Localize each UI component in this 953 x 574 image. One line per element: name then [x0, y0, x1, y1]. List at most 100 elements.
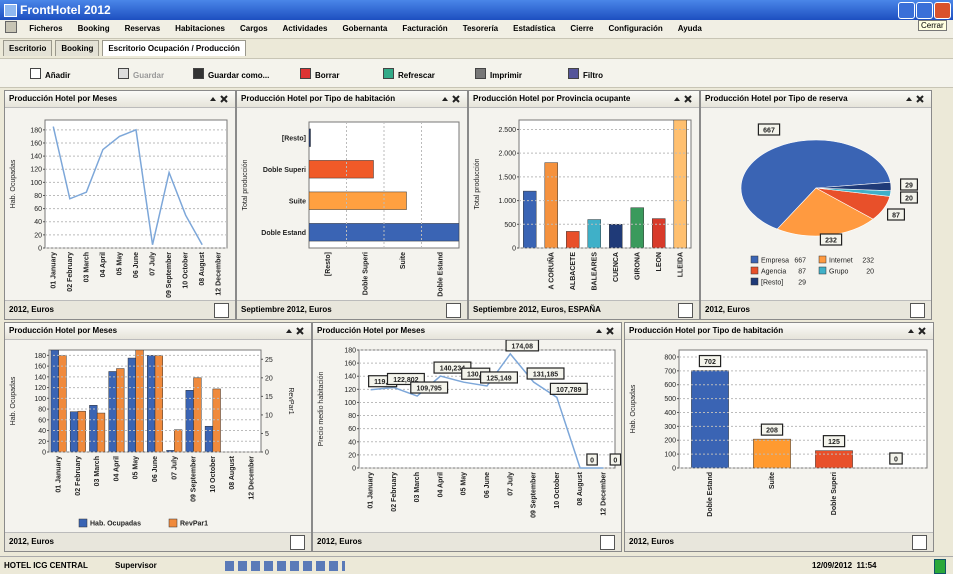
- bars: [691, 370, 853, 468]
- bar: [89, 405, 98, 452]
- data-label: 0: [613, 458, 617, 465]
- x-tick-label: 04 April: [437, 472, 444, 497]
- menu-item[interactable]: Cierre: [570, 24, 594, 33]
- panel-footer: Septiembre 2012, Euros, ESPAÑA: [469, 300, 699, 319]
- toolbar-button[interactable]: Guardar: [118, 68, 164, 81]
- panel-tool-button[interactable]: [290, 535, 305, 550]
- data-label-box: [889, 452, 903, 465]
- menu-item[interactable]: Habitaciones: [175, 24, 225, 33]
- y-tick-label: 180: [34, 353, 46, 360]
- data-label-box: [900, 178, 919, 191]
- tab[interactable]: Escritorio: [3, 40, 53, 56]
- toolbar-button[interactable]: Añadir: [30, 68, 70, 81]
- panel-footer: 2012, Euros: [5, 532, 311, 551]
- chart: Hab. Ocupadas02040608010012014016018001 …: [10, 349, 294, 528]
- panel-controls: [674, 95, 692, 103]
- bar: [691, 370, 729, 468]
- close-button[interactable]: [916, 95, 924, 103]
- menu-item[interactable]: Ayuda: [677, 24, 702, 33]
- data-label-box: [609, 453, 621, 466]
- panel-tool-button[interactable]: [678, 303, 693, 318]
- y-tick-label: 500: [504, 222, 516, 229]
- y-tick-label: 60: [34, 206, 42, 213]
- axis-title: Hab. Ocupadas: [10, 159, 17, 208]
- panel-title: Producción Hotel por Meses: [9, 94, 118, 103]
- data-label: 702: [704, 359, 716, 366]
- close-button[interactable]: [220, 95, 228, 103]
- panel-tool-button[interactable]: [214, 303, 229, 318]
- menu-item[interactable]: Cargos: [239, 24, 268, 33]
- close-button[interactable]: [934, 2, 951, 19]
- panel-tool-button[interactable]: [446, 303, 461, 318]
- x-tick-label: 04 April: [100, 252, 107, 277]
- panel-footer-text: 2012, Euros: [9, 305, 54, 314]
- x-tick-label: 07 July: [507, 472, 514, 496]
- panel-footer-text: 2012, Euros: [629, 537, 674, 546]
- menu-item[interactable]: Ficheros: [29, 24, 63, 33]
- bar: [116, 368, 125, 452]
- bar: [309, 160, 374, 179]
- axis-title: Hab. Ocupadas: [10, 376, 17, 425]
- y-tick-label: 25: [265, 357, 273, 364]
- menu-item[interactable]: Gobernanta: [342, 24, 388, 33]
- toolbar-button[interactable]: Borrar: [300, 68, 339, 81]
- chart-panel: Producción Hotel por Tipo de reserva 667 E…: [700, 90, 932, 320]
- collapse-button[interactable]: [210, 97, 216, 101]
- collapse-button[interactable]: [596, 329, 602, 333]
- menu-item[interactable]: Estadística: [513, 24, 556, 33]
- data-label: 125: [828, 439, 840, 446]
- collapse-button[interactable]: [442, 97, 448, 101]
- tab[interactable]: Escritorio Ocupación / Producción: [102, 40, 246, 56]
- close-button[interactable]: [606, 327, 614, 335]
- collapse-button[interactable]: [906, 97, 912, 101]
- y-tick-label: 140: [344, 374, 356, 381]
- collapse-button[interactable]: [674, 97, 680, 101]
- legend-swatch: [818, 255, 827, 264]
- panel-tool-button[interactable]: [910, 303, 925, 318]
- y-tick-label: 80: [38, 407, 46, 414]
- menu-item[interactable]: Reservas: [124, 24, 161, 33]
- maximize-button[interactable]: [916, 2, 933, 19]
- toolbar-label: Guardar: [133, 71, 165, 80]
- y-tick-label: 80: [348, 413, 356, 420]
- chart-panel: Producción Hotel por Provincia ocupante T…: [468, 90, 700, 320]
- bar: [673, 120, 687, 248]
- menu-item[interactable]: Actividades: [282, 24, 328, 33]
- x-tick-label: 07 July: [171, 456, 178, 480]
- data-label-box: [549, 382, 588, 395]
- close-button[interactable]: [452, 95, 460, 103]
- panel-tool-button[interactable]: [912, 535, 927, 550]
- toolbar-button[interactable]: Guardar como...: [193, 68, 269, 81]
- collapse-button[interactable]: [286, 329, 292, 333]
- toolbar-icon: [475, 68, 486, 79]
- y-tick-label: 120: [30, 167, 42, 174]
- legend-label: [Resto]: [761, 280, 783, 287]
- close-button[interactable]: [918, 327, 926, 335]
- y-tick-label: 300: [664, 424, 676, 431]
- bar: [609, 224, 623, 248]
- panel-footer-text: Septiembre 2012, Euros: [241, 305, 332, 314]
- x-tick-label: 03 March: [83, 252, 90, 282]
- y-tick-label: 40: [38, 428, 46, 435]
- menu-item[interactable]: Tesorería: [462, 24, 499, 33]
- minimize-button[interactable]: [898, 2, 915, 19]
- menu-item[interactable]: Facturación: [402, 24, 448, 33]
- close-button[interactable]: [296, 327, 304, 335]
- toolbar-button[interactable]: Imprimir: [475, 68, 522, 81]
- menu-item[interactable]: Booking: [77, 24, 110, 33]
- data-line: [52, 126, 203, 246]
- y-tick-label: 0: [38, 246, 42, 253]
- chart-panel: Producción Hotel por Tipo de habitación T…: [236, 90, 468, 320]
- toolbar-button[interactable]: Refrescar: [383, 68, 435, 81]
- menu-item[interactable]: Configuración: [608, 24, 663, 33]
- y-tick-label: Doble Superi: [263, 167, 306, 174]
- y-tick-label: 10: [265, 412, 273, 419]
- panel-tool-button[interactable]: [600, 535, 615, 550]
- axis-title: RevPar1: [287, 387, 294, 414]
- tab[interactable]: Booking: [55, 40, 100, 56]
- collapse-button[interactable]: [908, 329, 914, 333]
- bar: [815, 450, 853, 468]
- close-button[interactable]: [684, 95, 692, 103]
- toolbar-button[interactable]: Filtro: [568, 68, 603, 81]
